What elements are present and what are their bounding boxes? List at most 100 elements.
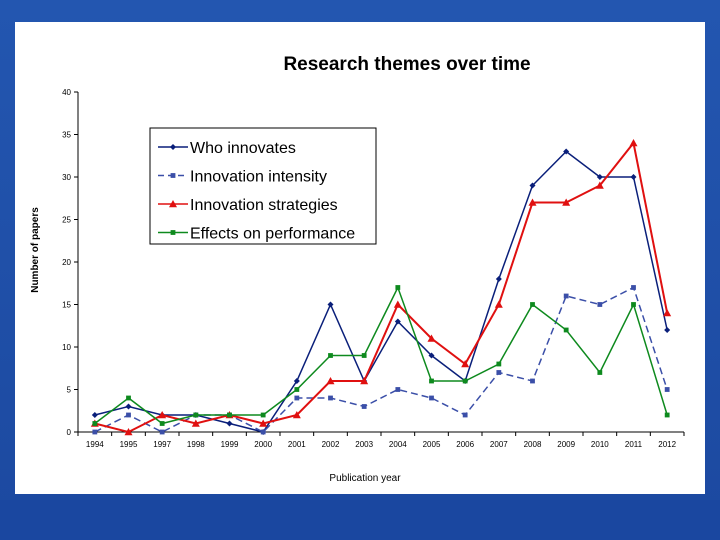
series-who-innovates [91, 148, 671, 435]
data-point [326, 377, 335, 385]
data-point [595, 181, 604, 189]
data-point [361, 404, 367, 409]
data-point [159, 421, 165, 426]
x-tick-label: 2004 [389, 440, 407, 449]
data-point [361, 353, 367, 358]
x-tick-label: 1997 [153, 440, 171, 449]
series-innovation-strategies [90, 139, 672, 436]
data-point [260, 412, 266, 418]
data-point [393, 300, 402, 308]
data-point [294, 395, 300, 401]
y-tick-label: 0 [67, 428, 72, 437]
y-axis-label: Number of papers [30, 207, 41, 293]
data-point [462, 412, 468, 418]
series-line [94, 150, 668, 433]
legend-label: Who innovates [190, 140, 296, 157]
data-point [664, 387, 670, 392]
data-point [530, 302, 535, 307]
x-tick-label: 2002 [322, 440, 340, 449]
legend-label: Innovation intensity [190, 169, 327, 186]
y-tick-label: 30 [62, 173, 71, 182]
legend: Who innovates Innovation intensity Innovat… [149, 127, 377, 245]
data-point [226, 420, 233, 427]
data-point [630, 174, 637, 180]
x-axis-label: Publication year [329, 473, 401, 484]
y-tick-label: 5 [67, 386, 72, 395]
data-point [597, 302, 603, 307]
x-tick-label: 2006 [456, 440, 474, 449]
legend-item: Innovation intensity [158, 169, 327, 186]
data-point [159, 429, 165, 435]
series-effects-on-performance [92, 285, 670, 426]
data-point [328, 353, 333, 358]
y-tick-label: 40 [62, 88, 71, 97]
x-tick-label: 2008 [524, 440, 542, 449]
data-point [126, 395, 131, 401]
data-point [530, 378, 535, 384]
data-point [563, 293, 569, 299]
x-tick-label: 2012 [658, 440, 676, 449]
legend-label: Innovation strategies [190, 197, 338, 214]
legend-swatch-marker [169, 200, 177, 208]
slide-footer-band [0, 500, 720, 540]
data-point [292, 411, 301, 419]
data-point [92, 421, 98, 426]
data-point [294, 387, 300, 392]
data-point [327, 301, 334, 308]
data-point [395, 285, 401, 290]
data-point [462, 378, 468, 384]
data-point [429, 378, 434, 384]
x-tick-label: 2009 [557, 440, 575, 449]
data-point [260, 429, 266, 435]
y-tick-label: 25 [62, 216, 71, 225]
legend-item: Innovation strategies [158, 197, 338, 214]
data-point [124, 428, 133, 436]
data-point [125, 403, 132, 410]
x-tick-label: 2001 [288, 440, 306, 449]
x-tick-label: 2005 [423, 440, 441, 449]
data-point [360, 377, 369, 385]
data-point [496, 361, 502, 367]
data-point [227, 412, 232, 418]
data-point [629, 139, 638, 147]
x-tick-label: 2003 [355, 440, 373, 449]
y-tick-label: 10 [62, 343, 71, 352]
y-tick-label: 20 [62, 258, 71, 267]
legend-label: Effects on performance [190, 226, 355, 243]
data-point [193, 412, 199, 418]
legend-item: Effects on performance [158, 226, 355, 243]
legend-swatch-marker [170, 230, 176, 235]
data-point [191, 419, 200, 427]
x-tick-label: 2010 [591, 440, 609, 449]
series-line [94, 140, 669, 434]
data-point [596, 174, 603, 180]
data-point [631, 302, 636, 307]
data-point [158, 411, 167, 419]
series-line [94, 286, 668, 433]
data-point [496, 370, 502, 375]
series-layer [90, 139, 672, 436]
data-point [126, 412, 131, 418]
x-tick-label: 1995 [120, 440, 138, 449]
data-point [91, 412, 98, 418]
legend-item: Who innovates [158, 140, 296, 157]
data-point [663, 309, 672, 317]
y-tick-label: 35 [62, 131, 71, 140]
data-point [631, 285, 636, 290]
data-point [394, 318, 401, 325]
legend-swatch-marker [170, 173, 176, 178]
data-point [529, 182, 536, 189]
data-point [293, 378, 300, 384]
data-point [259, 419, 268, 427]
x-tick-label: 1998 [187, 440, 205, 449]
data-point [528, 198, 537, 206]
chart-title: Research themes over time [283, 54, 530, 75]
x-tick-label: 1994 [86, 440, 104, 449]
data-point [427, 334, 436, 342]
x-tick-label: 2007 [490, 440, 508, 449]
data-point [429, 395, 434, 401]
data-point [495, 276, 502, 282]
x-tick-label: 2000 [254, 440, 272, 449]
data-point [395, 387, 401, 392]
y-tick-label: 15 [62, 301, 71, 310]
